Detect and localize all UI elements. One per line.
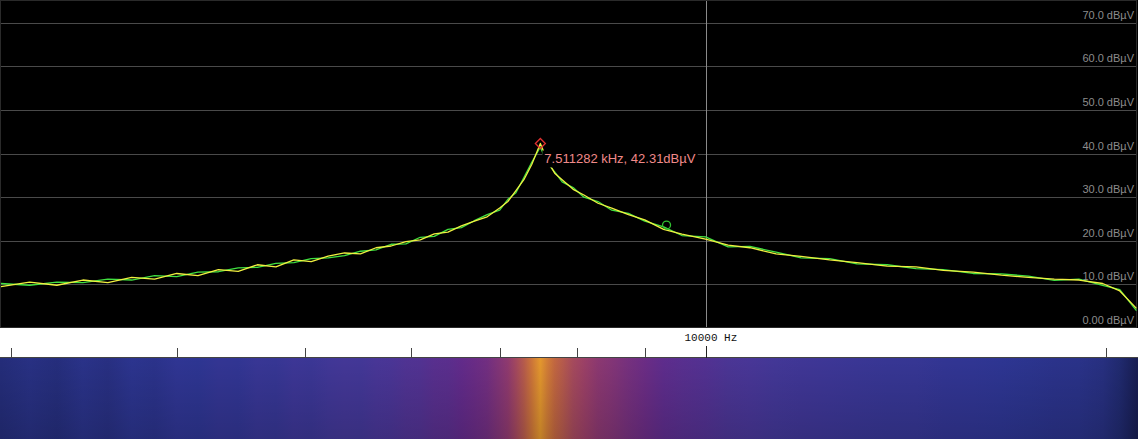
x-minor-tick xyxy=(11,348,12,358)
plot-frame xyxy=(1,1,1137,328)
marker-diamond xyxy=(535,138,545,148)
spectrogram xyxy=(0,358,1138,439)
y-grid xyxy=(0,0,1137,328)
chart: 7.511282 kHz, 42.31dBµV 0.00 dBµV 10.0 dBµ… xyxy=(0,0,1138,439)
y-tick-label: 20.0 dBµV xyxy=(1082,227,1134,239)
x-minor-tick xyxy=(577,348,578,358)
y-grid-line xyxy=(0,197,1137,198)
y-tick-label: 0.00 dBµV xyxy=(1082,314,1134,326)
x-axis: 10000 Hz xyxy=(0,332,1138,358)
y-tick-label: 70.0 dBµV xyxy=(1082,9,1134,21)
marker-label: 7.511282 kHz, 42.31dBµV xyxy=(544,151,695,166)
trace-line xyxy=(1,143,1136,308)
x-minor-tick xyxy=(645,348,646,358)
marker-circle xyxy=(663,221,671,229)
x-minor-tick xyxy=(500,348,501,358)
trace-line xyxy=(1,147,1136,311)
y-grid-line xyxy=(0,66,1137,67)
spectrogram-shade-rect xyxy=(0,358,1138,439)
x-grid-line xyxy=(706,0,707,328)
y-tick-label: 40.0 dBµV xyxy=(1082,140,1134,152)
x-minor-tick xyxy=(305,348,306,358)
x-major-tick xyxy=(706,346,707,358)
y-grid-line xyxy=(0,110,1137,111)
x-minor-tick xyxy=(177,348,178,358)
y-tick-labels: 0.00 dBµV 10.0 dBµV 20.0 dBµV 30.0 dBµV 40.0… xyxy=(1082,9,1134,326)
y-tick-label: 60.0 dBµV xyxy=(1082,52,1134,64)
plot-background xyxy=(0,0,1138,328)
y-tick-label: 50.0 dBµV xyxy=(1082,96,1134,108)
marker-labels: 7.511282 kHz, 42.31dBµV xyxy=(542,150,697,167)
y-grid-line xyxy=(0,241,1137,242)
y-tick-label: 30.0 dBµV xyxy=(1082,183,1134,195)
x-axis-line xyxy=(0,357,1138,358)
x-axis-strip xyxy=(0,328,1138,358)
x-tick-label: 10000 Hz xyxy=(685,332,738,344)
y-grid-line xyxy=(0,284,1137,285)
x-minor-tick xyxy=(1106,348,1107,358)
y-tick-label: 10.0 dBµV xyxy=(1082,270,1134,282)
data-lines xyxy=(1,143,1136,310)
x-minor-tick xyxy=(411,348,412,358)
marker-label-bg xyxy=(542,150,697,167)
y-grid-line xyxy=(0,23,1137,24)
